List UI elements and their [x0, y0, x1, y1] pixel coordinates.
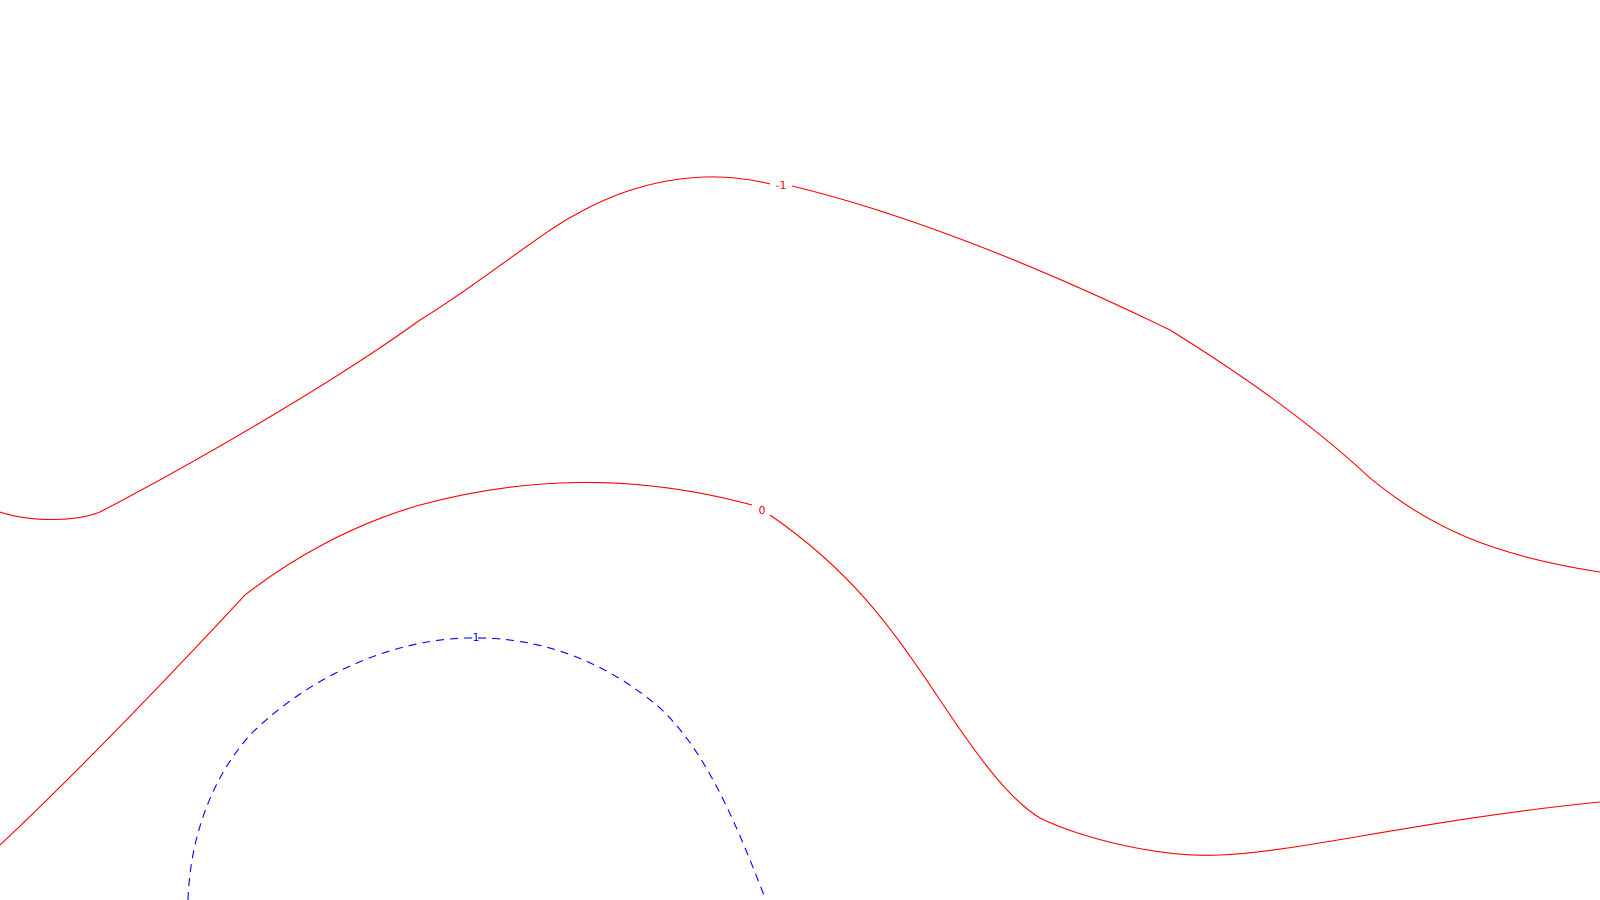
contour-label-neg1-upper: -1 [776, 179, 787, 192]
contour-line-level-neg1 [0, 176, 1600, 573]
contour-line-level-0 [0, 481, 1600, 856]
contour-label-0: 0 [759, 504, 766, 517]
contour-line-level-neg1-dashed [187, 637, 766, 900]
contour-label-neg1-dashed: -1 [469, 631, 480, 644]
